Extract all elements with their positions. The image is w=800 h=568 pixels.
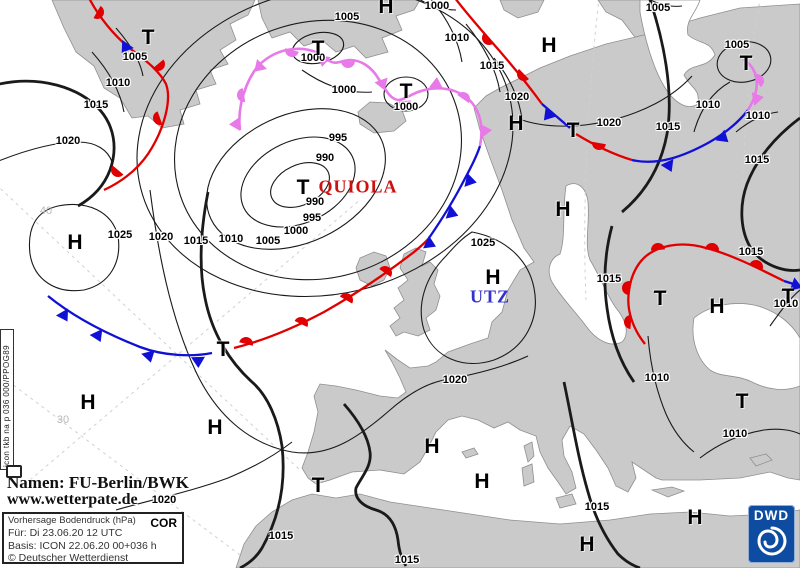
isobar-990	[270, 162, 330, 208]
isobar-995	[240, 136, 356, 228]
isobar-1025-high-west	[28, 203, 120, 292]
isobar-1010-southeast	[647, 335, 695, 453]
valid-time-label: Für: Di 23.06.20 12 UTC	[8, 527, 123, 539]
isobar-1020-low-sw	[115, 441, 293, 511]
isobar-1010-east-edge	[769, 289, 800, 327]
isobar-1005-right	[649, 0, 683, 7]
isobar-1005	[173, 19, 463, 281]
land-svalbard	[499, 0, 545, 19]
isobar-1025-utz	[420, 231, 536, 364]
isobar-1015-nw	[0, 79, 116, 208]
cold-front-russia	[631, 109, 749, 163]
isobar-1015-right3	[603, 225, 636, 383]
author-line: Namen: FU-Berlin/BWK	[7, 473, 189, 492]
front-layer	[47, 0, 800, 357]
land-sicily	[555, 493, 577, 509]
isobar-1020-nw	[0, 141, 113, 163]
dwd-logo-label: DWD	[753, 508, 790, 523]
isobar-1000-mid	[301, 69, 373, 93]
isobar-1000	[206, 108, 386, 250]
coastline-layer	[51, 0, 800, 568]
occluded-front-iceland	[238, 47, 483, 147]
dwd-logo: DWD	[748, 505, 795, 563]
land-balearics	[461, 447, 479, 459]
dwd-spiral-icon	[756, 526, 787, 556]
map-corner-marker	[6, 465, 22, 478]
cold-front-symbols	[55, 39, 800, 368]
warm-front-northwest	[88, 0, 170, 192]
land-corsica	[523, 441, 535, 463]
cold-front-northsea	[428, 145, 482, 239]
land-iceland	[357, 101, 407, 134]
land-crete	[650, 486, 686, 498]
product-code-box: icon tkb na p 036 000/PPOG89	[0, 329, 14, 470]
cor-badge: COR	[150, 516, 177, 530]
warm-front-central	[233, 237, 430, 350]
model-basis-label: Basis: ICON 22.06.20 00+036 h	[8, 539, 157, 552]
isobar-1010-nw	[91, 51, 125, 113]
copyright-label: © Deutscher Wetterdienst	[8, 552, 129, 564]
isobar-1015-right2	[740, 116, 800, 272]
land-cyprus	[749, 453, 773, 467]
forecast-info-box: Vorhersage Bodendruck (hPa) COR Für: Di …	[2, 512, 184, 564]
isobar-1010-right2	[735, 111, 779, 133]
isobar-1010-ne	[430, 0, 463, 63]
warm-front-sweden	[575, 133, 633, 162]
graticule-layer	[0, 0, 761, 568]
isobar-1020-west	[149, 189, 529, 454]
isobar-1015-right1	[621, 0, 671, 214]
forecast-type-label: Vorhersage Bodendruck (hPa)	[8, 515, 136, 526]
isobar-1015-italy	[562, 381, 641, 568]
isobar-1015-spain	[342, 403, 408, 567]
isobar-1000-top	[419, 0, 457, 11]
land-eurasia	[301, 3, 800, 495]
cold-front-norway-short	[541, 103, 571, 129]
sea-blacksea	[692, 303, 800, 390]
occluded-front-symbols	[229, 48, 764, 138]
isobar-1015-ne	[465, 23, 501, 93]
cold-front-southwest	[47, 295, 213, 357]
wetterpate-link[interactable]: www.wetterpate.de	[7, 491, 138, 508]
isobar-1015-sw	[199, 191, 285, 568]
isobar-1010-levant	[699, 428, 800, 459]
land-britain	[389, 247, 441, 337]
warm-front-symbols	[93, 5, 763, 346]
land-greenland	[51, 0, 256, 129]
isobar-1010-right1	[693, 81, 731, 133]
product-code-label: icon tkb na p 036 000/PPOG89	[2, 345, 11, 467]
warm-front-east-hook	[627, 243, 785, 345]
land-arctic	[257, 0, 421, 59]
land-sardinia	[521, 463, 535, 487]
land-africa	[235, 493, 800, 568]
isobar-1000-low3	[383, 76, 429, 112]
isobar-1005-low-east	[716, 41, 772, 83]
